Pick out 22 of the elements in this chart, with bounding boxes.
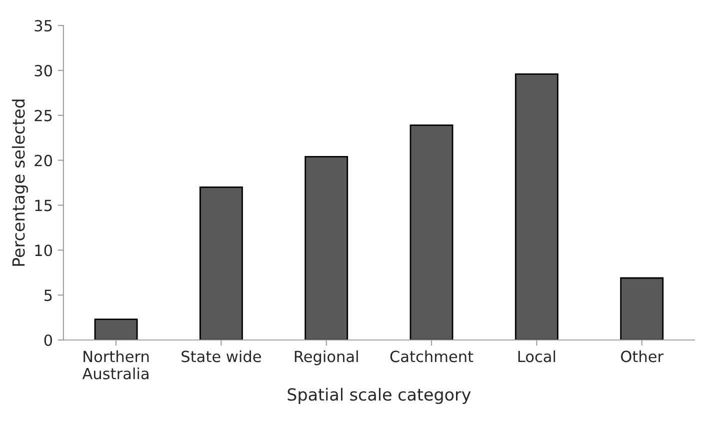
x-tick-label: Regional: [294, 350, 358, 366]
x-tick-label: Catchment: [390, 350, 474, 362]
x-tick-label: Local: [518, 350, 556, 362]
bar: [620, 277, 664, 340]
x-tick-label: State wide: [182, 350, 261, 362]
x-tick-label: Northern Australia: [82, 350, 149, 380]
bar: [304, 156, 348, 340]
y-tick-label: 30: [34, 64, 52, 76]
y-tick-label: 0: [44, 334, 52, 346]
x-tick-label: Other: [621, 350, 664, 362]
bar: [199, 186, 243, 340]
bar: [514, 73, 558, 340]
y-tick-label: 20: [34, 154, 52, 166]
y-tick-label: 5: [44, 290, 52, 302]
y-tick-label: 10: [35, 244, 52, 256]
y-axis-title: Percentage selected: [12, 100, 28, 266]
x-axis-title: Spatial scale category: [288, 388, 471, 404]
y-tick-label: 25: [34, 110, 52, 122]
bar: [94, 318, 138, 340]
bar: [410, 124, 454, 340]
y-tick-label: 15: [35, 200, 52, 212]
y-tick-label: 35: [34, 20, 52, 32]
